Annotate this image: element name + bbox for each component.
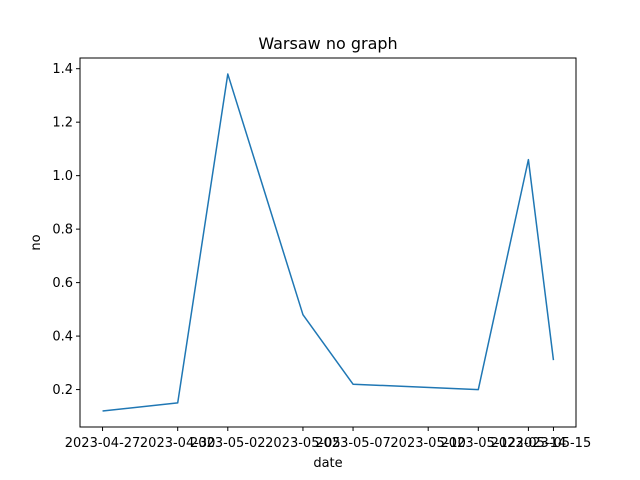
x-tick-label: 2023-05-10 xyxy=(390,436,466,451)
x-tick-label: 2023-05-15 xyxy=(516,436,592,451)
x-tick-label: 2023-05-12 xyxy=(441,436,517,451)
x-tick-label: 2023-05-07 xyxy=(315,436,391,451)
y-tick-label: 0.8 xyxy=(52,223,73,238)
axes-frame xyxy=(79,57,577,428)
x-tick-label: 2023-04-30 xyxy=(140,436,216,451)
y-axis: 0.2 0.4 0.6 0.8 1.0 1.2 1.4 xyxy=(52,62,80,398)
chart-title: Warsaw no graph xyxy=(258,34,397,53)
x-tick-label: 2023-05-14 xyxy=(491,436,567,451)
x-tick-label: 2023-05-02 xyxy=(190,436,266,451)
x-axis-label: date xyxy=(313,456,342,471)
series-layer xyxy=(102,73,555,412)
y-axis-label: no xyxy=(29,234,44,250)
y-tick-label: 0.2 xyxy=(52,383,73,398)
y-tick-label: 1.0 xyxy=(52,169,73,184)
x-tick-label: 2023-05-05 xyxy=(265,436,341,451)
y-tick-label: 0.6 xyxy=(52,276,73,291)
x-tick-label: 2023-04-27 xyxy=(65,436,141,451)
y-tick-label: 1.4 xyxy=(52,62,73,77)
series-line xyxy=(102,73,555,412)
y-tick-label: 1.2 xyxy=(52,116,73,131)
y-tick-label: 0.4 xyxy=(52,330,73,345)
